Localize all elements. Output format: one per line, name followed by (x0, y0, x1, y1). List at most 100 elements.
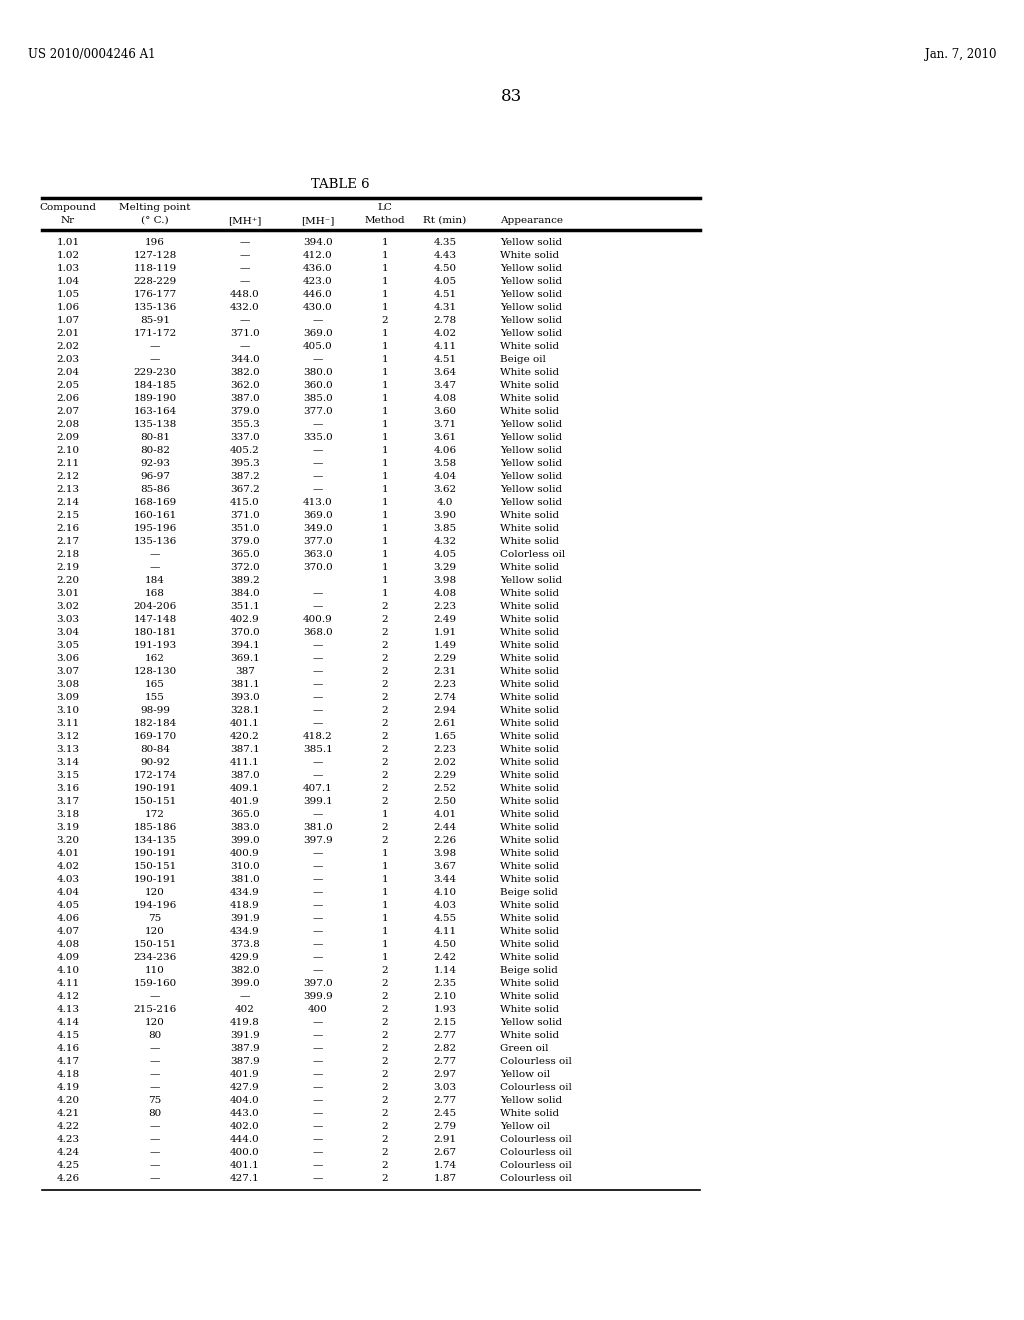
Text: 1.74: 1.74 (433, 1162, 457, 1170)
Text: 2.17: 2.17 (56, 537, 80, 546)
Text: 4.35: 4.35 (433, 238, 457, 247)
Text: 373.8: 373.8 (230, 940, 260, 949)
Text: —: — (312, 966, 324, 975)
Text: 4.51: 4.51 (433, 355, 457, 364)
Text: 1: 1 (382, 940, 388, 949)
Text: 1: 1 (382, 862, 388, 871)
Text: 2: 2 (382, 315, 388, 325)
Text: —: — (312, 953, 324, 962)
Text: 402.9: 402.9 (230, 615, 260, 624)
Text: 401.1: 401.1 (230, 1162, 260, 1170)
Text: 412.0: 412.0 (303, 251, 333, 260)
Text: 2.16: 2.16 (56, 524, 80, 533)
Text: 3.12: 3.12 (56, 733, 80, 741)
Text: 2: 2 (382, 1135, 388, 1144)
Text: —: — (312, 1018, 324, 1027)
Text: 1.49: 1.49 (433, 642, 457, 649)
Text: 387.0: 387.0 (230, 771, 260, 780)
Text: 1: 1 (382, 913, 388, 923)
Text: 2.06: 2.06 (56, 393, 80, 403)
Text: 1: 1 (382, 484, 388, 494)
Text: 2: 2 (382, 822, 388, 832)
Text: —: — (312, 602, 324, 611)
Text: 4.07: 4.07 (56, 927, 80, 936)
Text: 4.06: 4.06 (56, 913, 80, 923)
Text: —: — (312, 902, 324, 909)
Text: —: — (240, 238, 250, 247)
Text: 2.29: 2.29 (433, 653, 457, 663)
Text: 2: 2 (382, 993, 388, 1001)
Text: —: — (312, 1135, 324, 1144)
Text: 110: 110 (145, 966, 165, 975)
Text: 3.06: 3.06 (56, 653, 80, 663)
Text: 448.0: 448.0 (230, 290, 260, 300)
Text: 399.9: 399.9 (303, 993, 333, 1001)
Text: US 2010/0004246 A1: US 2010/0004246 A1 (28, 48, 156, 61)
Text: 404.0: 404.0 (230, 1096, 260, 1105)
Text: 1: 1 (382, 849, 388, 858)
Text: Compound: Compound (40, 203, 96, 213)
Text: Yellow oil: Yellow oil (500, 1122, 550, 1131)
Text: 4.31: 4.31 (433, 304, 457, 312)
Text: 1.04: 1.04 (56, 277, 80, 286)
Text: 189-190: 189-190 (133, 393, 176, 403)
Text: 3.03: 3.03 (433, 1082, 457, 1092)
Text: 1: 1 (382, 927, 388, 936)
Text: White solid: White solid (500, 913, 559, 923)
Text: Yellow solid: Yellow solid (500, 433, 562, 442)
Text: Colourless oil: Colourless oil (500, 1173, 571, 1183)
Text: 379.0: 379.0 (230, 407, 260, 416)
Text: 4.02: 4.02 (433, 329, 457, 338)
Text: 371.0: 371.0 (230, 511, 260, 520)
Text: 85-86: 85-86 (140, 484, 170, 494)
Text: White solid: White solid (500, 642, 559, 649)
Text: 3.67: 3.67 (433, 862, 457, 871)
Text: White solid: White solid (500, 680, 559, 689)
Text: —: — (312, 810, 324, 818)
Text: 127-128: 127-128 (133, 251, 176, 260)
Text: 401.9: 401.9 (230, 1071, 260, 1078)
Text: 372.0: 372.0 (230, 564, 260, 572)
Text: 4.11: 4.11 (433, 342, 457, 351)
Text: —: — (150, 1071, 160, 1078)
Text: 147-148: 147-148 (133, 615, 176, 624)
Text: White solid: White solid (500, 953, 559, 962)
Text: White solid: White solid (500, 407, 559, 416)
Text: 310.0: 310.0 (230, 862, 260, 871)
Text: Colourless oil: Colourless oil (500, 1057, 571, 1067)
Text: 2.74: 2.74 (433, 693, 457, 702)
Text: White solid: White solid (500, 758, 559, 767)
Text: Yellow solid: Yellow solid (500, 1018, 562, 1027)
Text: —: — (150, 1135, 160, 1144)
Text: 4.50: 4.50 (433, 264, 457, 273)
Text: 2.02: 2.02 (433, 758, 457, 767)
Text: 3.18: 3.18 (56, 810, 80, 818)
Text: 2.10: 2.10 (56, 446, 80, 455)
Text: 1: 1 (382, 888, 388, 898)
Text: 389.2: 389.2 (230, 576, 260, 585)
Text: 407.1: 407.1 (303, 784, 333, 793)
Text: 363.0: 363.0 (303, 550, 333, 558)
Text: 2.13: 2.13 (56, 484, 80, 494)
Text: 4.10: 4.10 (433, 888, 457, 898)
Text: 418.2: 418.2 (303, 733, 333, 741)
Text: 401.1: 401.1 (230, 719, 260, 729)
Text: 371.0: 371.0 (230, 329, 260, 338)
Text: 2: 2 (382, 1148, 388, 1158)
Text: 150-151: 150-151 (133, 940, 176, 949)
Text: 1: 1 (382, 420, 388, 429)
Text: 229-230: 229-230 (133, 368, 176, 378)
Text: —: — (150, 1082, 160, 1092)
Text: 92-93: 92-93 (140, 459, 170, 469)
Text: 400.9: 400.9 (303, 615, 333, 624)
Text: 2.02: 2.02 (56, 342, 80, 351)
Text: 4.04: 4.04 (56, 888, 80, 898)
Text: Yellow solid: Yellow solid (500, 290, 562, 300)
Text: 383.0: 383.0 (230, 822, 260, 832)
Text: 168-169: 168-169 (133, 498, 176, 507)
Text: 180-181: 180-181 (133, 628, 176, 638)
Text: 165: 165 (145, 680, 165, 689)
Text: 344.0: 344.0 (230, 355, 260, 364)
Text: 1: 1 (382, 550, 388, 558)
Text: 2: 2 (382, 1018, 388, 1027)
